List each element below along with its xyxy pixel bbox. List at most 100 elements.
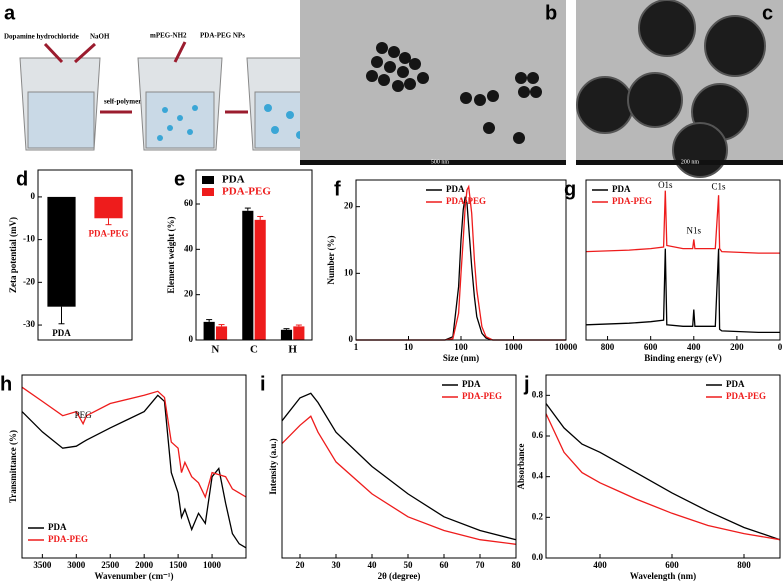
plot-frame bbox=[21, 374, 247, 559]
error-bar bbox=[283, 328, 290, 330]
error-bar bbox=[206, 319, 213, 322]
plot-frame bbox=[585, 179, 781, 341]
line bbox=[585, 190, 780, 254]
y-axis-label: Number (%) bbox=[326, 235, 336, 284]
y-tick-label: -10 bbox=[23, 234, 35, 244]
y-tick-label: -30 bbox=[23, 319, 35, 329]
y-tick-label: 0.6 bbox=[532, 430, 544, 440]
x-tick-label: 100 bbox=[454, 342, 468, 352]
legend-label: PDA-PEG bbox=[726, 391, 766, 401]
legend-label: PDA bbox=[446, 184, 465, 194]
panel-letter: e bbox=[174, 168, 185, 190]
x-tick-label: 800 bbox=[737, 560, 751, 570]
x-tick-label: 10 bbox=[404, 342, 414, 352]
plot-frame bbox=[37, 169, 133, 341]
x-tick-label: 2000 bbox=[135, 560, 154, 570]
x-tick-label: 1 bbox=[354, 342, 359, 352]
x-tick-label: 600 bbox=[644, 342, 658, 352]
tem-image: b 500 nm bbox=[300, 0, 566, 165]
schematic: a Dopamine hydrochloride NaOH mPEG-NH2 P… bbox=[4, 2, 333, 151]
x-tick-label: 1000 bbox=[203, 560, 222, 570]
panel-letter: f bbox=[334, 178, 341, 200]
line bbox=[545, 403, 781, 541]
beaker bbox=[19, 57, 262, 151]
y-tick-label: 0.4 bbox=[532, 471, 544, 481]
category-label: PDA-PEG bbox=[89, 229, 129, 239]
x-tick-label: N bbox=[211, 344, 219, 356]
x-tick-label: 200 bbox=[730, 342, 744, 352]
plot-frame bbox=[195, 169, 313, 341]
annotation: C1s bbox=[712, 181, 727, 191]
y-tick-label: 10 bbox=[344, 267, 354, 277]
y-tick-label: 40 bbox=[184, 243, 194, 253]
x-tick-label: 10000 bbox=[555, 342, 578, 352]
x-tick-label: 1000 bbox=[505, 342, 524, 352]
bar bbox=[242, 210, 254, 340]
x-tick-label: C bbox=[250, 344, 258, 356]
chart: d0 -10 -20 -30 Zeta potential (mV) PDA PDA-PEG bbox=[8, 168, 133, 341]
line bbox=[281, 415, 517, 545]
product-label: PDA-PEG NPs bbox=[200, 32, 245, 40]
reagent-label: mPEG-NH2 bbox=[150, 32, 187, 40]
chart: j 0.0 0.2 0.4 0.6 0.8 400 600 800 Wavelength (nm)… bbox=[516, 373, 781, 581]
chart: g 800 600 400 200 0 Binding energy (eV) O1s N1s C… bbox=[564, 178, 783, 363]
scale-bar-label: 500 nm bbox=[431, 159, 450, 165]
x-tick-label: 3000 bbox=[67, 560, 86, 570]
y-tick-label: 0 bbox=[31, 191, 36, 201]
x-axis-label: 2θ (degree) bbox=[378, 571, 421, 581]
bar bbox=[215, 326, 228, 340]
error-bar bbox=[218, 324, 225, 327]
y-tick-label: 0 bbox=[189, 334, 194, 344]
panel-letter: d bbox=[16, 168, 28, 190]
x-tick-label: 600 bbox=[665, 560, 679, 570]
y-axis-label: Transmittance (%) bbox=[8, 430, 18, 503]
legend-swatch bbox=[202, 176, 214, 184]
reagent-label: NaOH bbox=[90, 33, 110, 41]
x-tick-label: 30 bbox=[332, 560, 342, 570]
y-tick-label: 20 bbox=[184, 289, 194, 299]
x-tick-label: 400 bbox=[593, 560, 607, 570]
bar bbox=[280, 329, 293, 340]
tem-image: c 200 nm bbox=[576, 0, 783, 178]
legend-label: PDA bbox=[462, 379, 481, 389]
bar bbox=[94, 196, 123, 219]
step-label: self-polymerization bbox=[104, 98, 162, 106]
plot-frame bbox=[545, 374, 781, 559]
legend-label: PDA-PEG bbox=[446, 196, 486, 206]
bar bbox=[47, 196, 76, 307]
y-axis-label: Absorbance bbox=[516, 443, 526, 489]
y-tick-label: 20 bbox=[344, 201, 354, 211]
legend-swatch bbox=[202, 188, 214, 196]
x-axis-label: Binding energy (eV) bbox=[644, 353, 722, 363]
y-tick-label: 0.2 bbox=[532, 511, 544, 521]
legend-label: PDA-PEG bbox=[48, 534, 88, 544]
annotation: O1s bbox=[658, 180, 673, 190]
x-tick-label: 70 bbox=[476, 560, 486, 570]
panel-letter: h bbox=[0, 373, 12, 395]
line bbox=[21, 386, 247, 499]
panel-letter: j bbox=[523, 373, 530, 395]
error-bar bbox=[295, 324, 302, 327]
chart: h 3500 3000 2500 2000 1500 1000 Wavenumber (cm⁻… bbox=[0, 373, 247, 581]
bar bbox=[203, 321, 215, 340]
error-bar bbox=[58, 306, 65, 325]
error-bar bbox=[105, 218, 112, 226]
annotation: N1s bbox=[687, 225, 702, 235]
y-tick-label: 0.8 bbox=[532, 389, 544, 399]
x-tick-label: 800 bbox=[601, 342, 615, 352]
y-tick-label: 0.0 bbox=[532, 552, 544, 562]
chart: i 20 30 40 50 60 70 80 2θ (degree) Intensity (a.u… bbox=[260, 373, 521, 581]
x-axis-label: Wavenumber (cm⁻¹) bbox=[94, 571, 173, 581]
bar bbox=[254, 219, 266, 340]
chart: f 0 10 20 1 10 100 1000 10000 Size (nm) Number (%)… bbox=[326, 178, 578, 363]
x-tick-label: 60 bbox=[440, 560, 450, 570]
line bbox=[281, 392, 517, 541]
x-tick-label: 3500 bbox=[33, 560, 52, 570]
x-axis-label: Size (nm) bbox=[443, 353, 479, 363]
line bbox=[585, 248, 780, 334]
error-bar bbox=[244, 207, 251, 211]
